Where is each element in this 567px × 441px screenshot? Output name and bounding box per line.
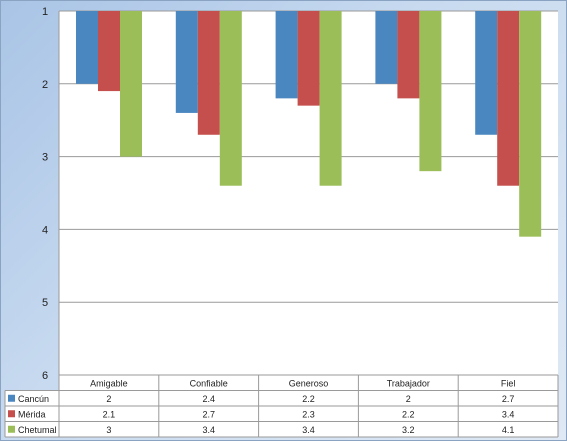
data-label: 2.4 [202,394,215,404]
legend-swatch [8,394,15,402]
data-label: 3.4 [202,425,215,435]
data-label: 3 [106,425,111,435]
legend-swatch [8,410,15,418]
bar [319,11,342,186]
data-label: 2.2 [402,409,415,419]
x-tick-label: Trabajador [387,379,430,389]
legend-label: Mérida [18,409,46,419]
data-label: 3.4 [502,409,515,419]
bar [175,11,198,113]
x-tick-label: Generoso [289,379,329,389]
data-label: 2.1 [103,409,116,419]
table-header-bg [59,375,558,391]
data-label: 2 [106,394,111,404]
y-tick-label: 6 [42,370,48,382]
bar [297,11,320,106]
bar [375,11,398,84]
bar [397,11,420,99]
y-tick-label: 3 [42,152,48,164]
bar [275,11,298,99]
legend-label: Cancún [18,394,49,404]
x-tick-label: Amigable [90,379,128,389]
data-label: 4.1 [502,425,515,435]
y-tick-label: 1 [42,6,48,18]
bar [519,11,542,237]
legend-label: Chetumal [18,425,57,435]
data-label: 2.7 [202,409,215,419]
x-tick-label: Fiel [501,379,516,389]
data-label: 2.3 [302,409,315,419]
legend-swatch [8,425,15,433]
bar [120,11,142,157]
x-tick-label: Confiable [190,379,228,389]
bar [76,11,98,84]
y-tick-label: 5 [42,297,48,309]
bar [419,11,442,172]
data-label: 3.2 [402,425,415,435]
bar [219,11,242,186]
y-tick-label: 2 [42,79,48,91]
data-label: 3.4 [302,425,315,435]
table-body-bg [5,390,558,437]
bar [98,11,120,92]
y-tick-label: 4 [42,224,48,236]
data-label: 2.7 [502,394,515,404]
bar [197,11,220,135]
bar [497,11,520,186]
data-label: 2 [406,394,411,404]
data-label: 2.2 [302,394,315,404]
bar [475,11,498,135]
